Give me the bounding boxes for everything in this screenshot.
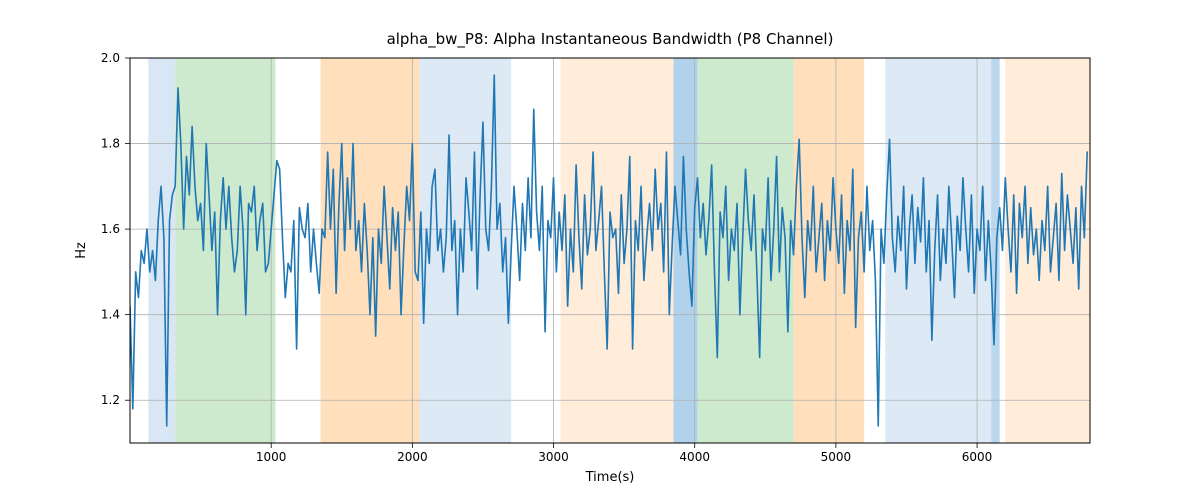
shaded-region (991, 58, 999, 443)
x-tick-label: 1000 (256, 450, 287, 464)
y-tick-label: 1.2 (101, 393, 120, 407)
y-tick-label: 1.8 (101, 137, 120, 151)
shaded-region (419, 58, 511, 443)
x-tick-label: 5000 (821, 450, 852, 464)
x-tick-label: 6000 (962, 450, 993, 464)
shaded-region (175, 58, 275, 443)
x-axis-label: Time(s) (585, 470, 635, 485)
line-chart: 1000 2000 3000 4000 5000 6000 1.2 1.4 1.6 1.8 2.0 T… (0, 0, 1200, 500)
x-tick-label: 2000 (397, 450, 428, 464)
y-tick-label: 1.4 (101, 308, 120, 322)
y-tick-label: 2.0 (101, 51, 120, 65)
x-tick-label: 4000 (679, 450, 710, 464)
y-axis-label: Hz (74, 242, 89, 259)
chart-container: 1000 2000 3000 4000 5000 6000 1.2 1.4 1.6 1.8 2.0 T… (0, 0, 1200, 500)
y-tick-label: 1.6 (101, 222, 120, 236)
chart-title: alpha_bw_P8: Alpha Instantaneous Bandwid… (387, 30, 834, 49)
x-tick-label: 3000 (538, 450, 569, 464)
